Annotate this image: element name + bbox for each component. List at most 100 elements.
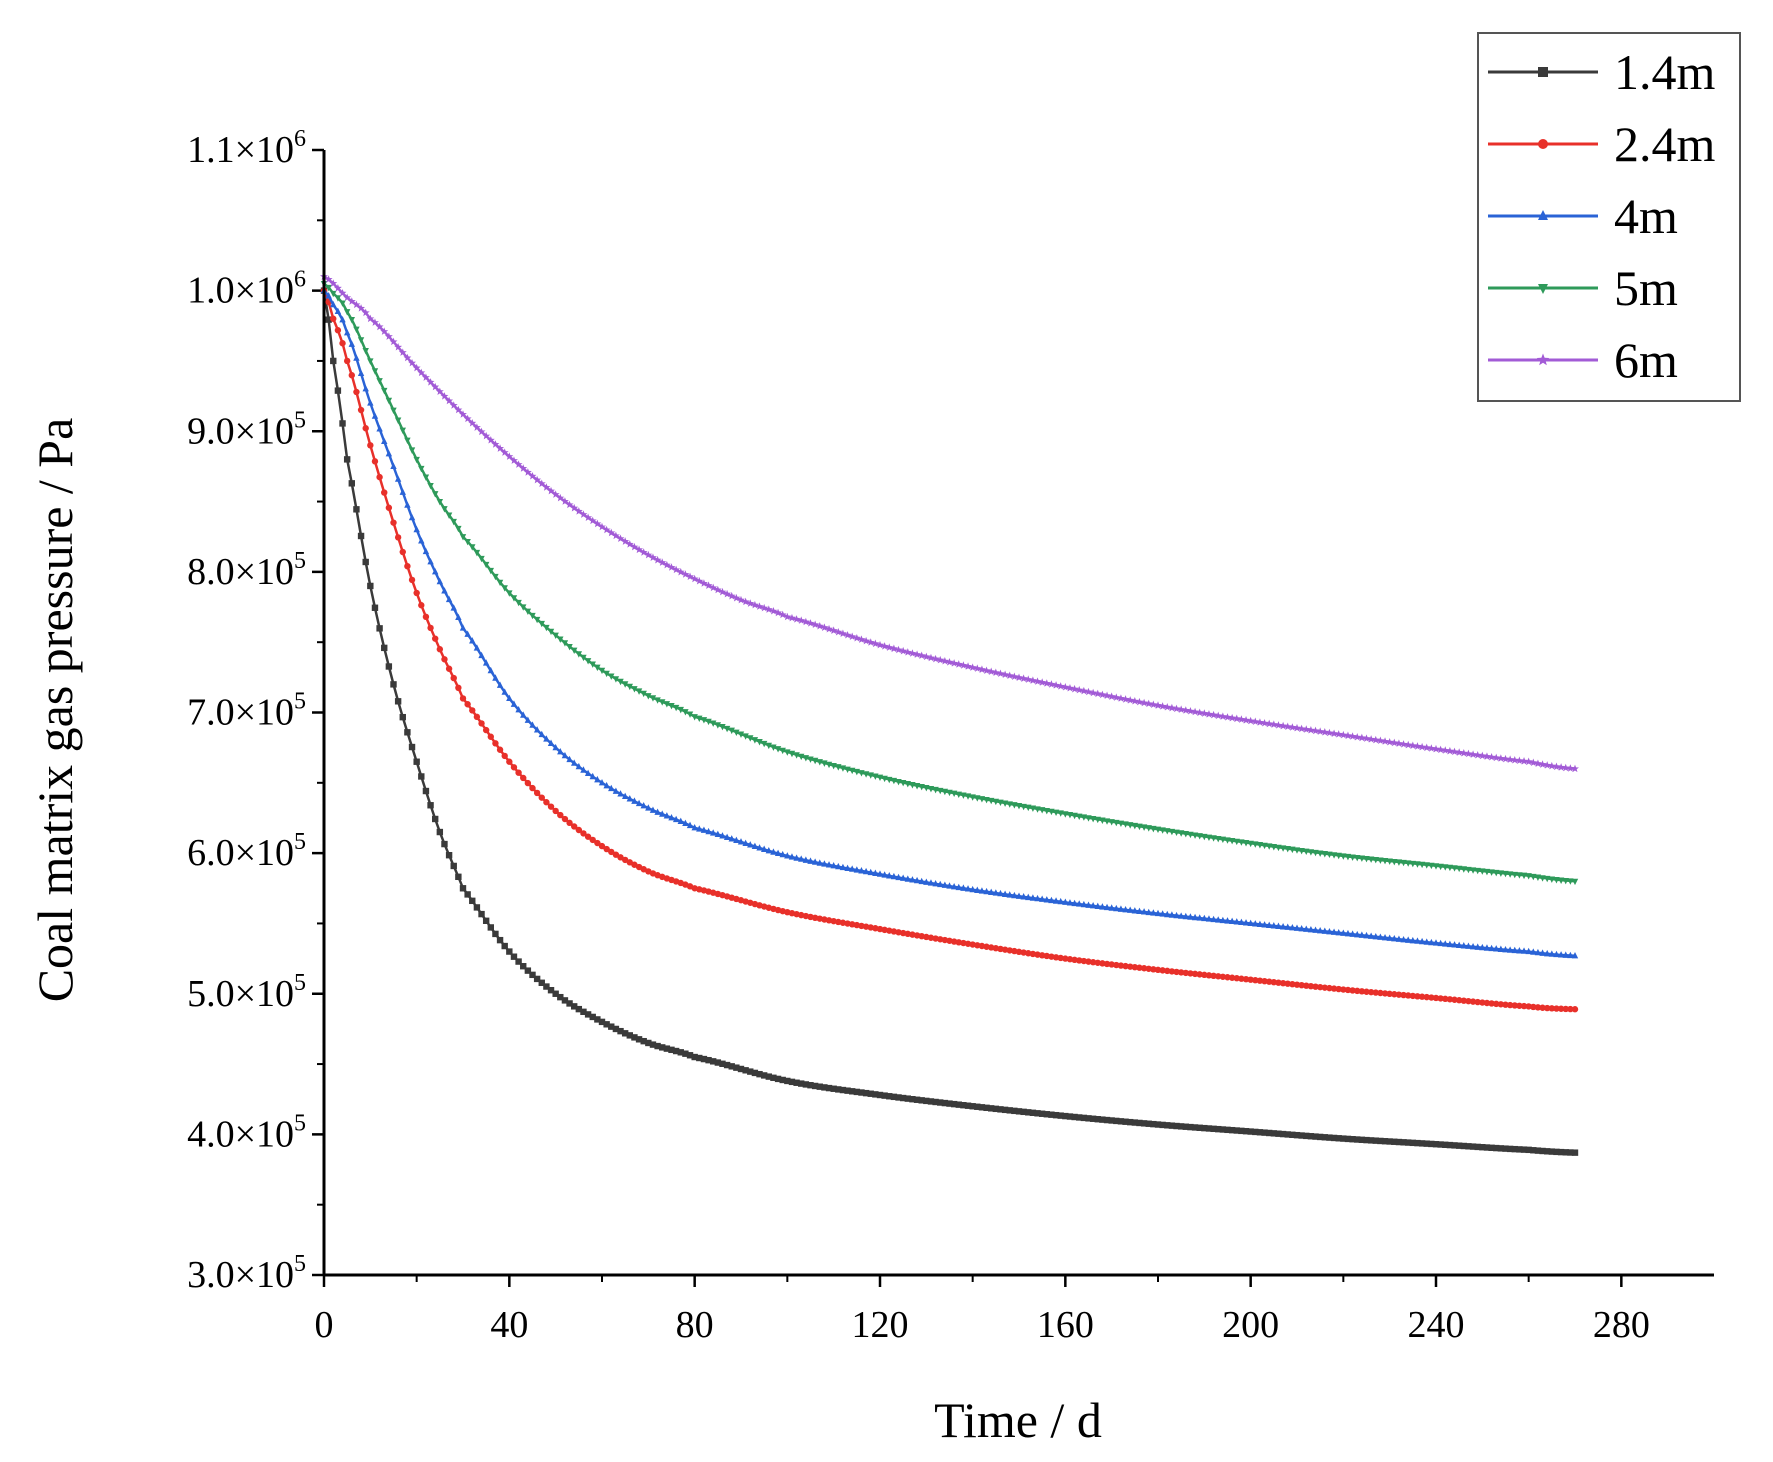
data-point <box>1497 945 1505 952</box>
data-point <box>997 889 1004 897</box>
data-point <box>1567 1149 1574 1156</box>
data-point <box>705 827 712 835</box>
data-point <box>1548 1005 1556 1012</box>
data-point <box>381 489 388 496</box>
data-point <box>538 730 545 738</box>
data-point <box>1367 932 1375 939</box>
data-point <box>1372 989 1379 996</box>
data-point <box>903 648 912 656</box>
data-point <box>1553 1005 1560 1012</box>
data-point <box>575 826 583 834</box>
data-point <box>1405 1139 1412 1146</box>
data-point <box>621 537 630 545</box>
data-point <box>343 293 352 302</box>
data-point <box>1099 1116 1106 1123</box>
data-point <box>422 547 430 555</box>
data-point <box>1117 962 1125 969</box>
data-point <box>1103 903 1111 911</box>
data-point <box>1427 744 1436 752</box>
data-point <box>645 804 652 811</box>
data-point <box>645 1039 652 1047</box>
data-point <box>672 565 681 574</box>
data-point <box>1205 710 1213 718</box>
x-tick-label: 240 <box>1408 1304 1465 1346</box>
data-point <box>1381 933 1389 941</box>
data-point <box>1113 1117 1120 1125</box>
data-point <box>1316 1133 1324 1141</box>
data-point <box>857 635 866 643</box>
data-point <box>954 660 963 668</box>
data-point <box>404 437 411 445</box>
data-point <box>362 348 369 355</box>
data-point <box>728 727 735 735</box>
data-point <box>459 695 467 702</box>
data-point <box>1131 963 1139 971</box>
data-point <box>1279 721 1288 730</box>
data-point <box>844 766 851 773</box>
data-point <box>487 666 494 674</box>
data-point <box>1459 748 1468 757</box>
data-point <box>1493 869 1500 877</box>
data-point <box>1460 997 1468 1004</box>
data-point <box>1164 828 1171 835</box>
data-point <box>932 879 939 887</box>
data-point <box>492 740 499 747</box>
data-point <box>538 794 545 801</box>
data-point <box>575 762 583 770</box>
data-point <box>1552 762 1561 771</box>
data-point <box>385 450 393 457</box>
data-point <box>631 797 638 804</box>
data-point <box>644 550 653 559</box>
data-point <box>543 799 550 806</box>
data-point <box>1289 1131 1296 1139</box>
data-point <box>1164 967 1171 975</box>
data-point <box>1122 821 1129 828</box>
data-point <box>1524 757 1533 766</box>
data-point <box>1252 841 1259 848</box>
data-point <box>1488 1000 1495 1007</box>
data-point <box>663 812 671 819</box>
data-point <box>1200 709 1209 717</box>
data-point <box>737 1065 745 1073</box>
data-point <box>1177 705 1186 713</box>
data-point <box>686 1052 694 1059</box>
data-point <box>1534 1147 1542 1154</box>
data-point <box>1150 1120 1157 1128</box>
data-point <box>626 1032 633 1039</box>
data-point <box>1534 1004 1542 1011</box>
data-point <box>1525 873 1532 880</box>
data-point <box>538 620 545 628</box>
data-point <box>862 636 871 645</box>
data-point <box>1131 907 1139 914</box>
data-point <box>1289 924 1296 931</box>
data-point <box>964 662 972 670</box>
data-point <box>802 1081 810 1088</box>
data-point <box>955 883 962 891</box>
data-point <box>1052 809 1060 816</box>
data-point <box>422 787 430 795</box>
data-point <box>913 783 921 790</box>
data-point <box>394 534 402 541</box>
data-point <box>1247 919 1254 926</box>
data-point <box>1391 1138 1398 1145</box>
data-point <box>899 646 908 655</box>
data-point <box>1238 975 1245 982</box>
data-point <box>1464 749 1473 758</box>
data-point <box>940 656 949 665</box>
data-point <box>1414 937 1421 944</box>
data-point <box>732 593 741 602</box>
data-point <box>1256 842 1264 849</box>
data-point <box>1076 900 1083 907</box>
data-point <box>695 576 704 585</box>
data-point <box>1071 812 1078 820</box>
data-point <box>788 853 796 860</box>
data-point <box>937 1099 944 1106</box>
data-point <box>487 924 494 931</box>
data-point <box>867 868 874 876</box>
data-point <box>997 799 1004 807</box>
data-point <box>1071 899 1078 907</box>
data-point <box>645 693 652 700</box>
data-point <box>506 694 513 701</box>
data-point <box>1228 838 1236 845</box>
data-point <box>983 797 990 804</box>
